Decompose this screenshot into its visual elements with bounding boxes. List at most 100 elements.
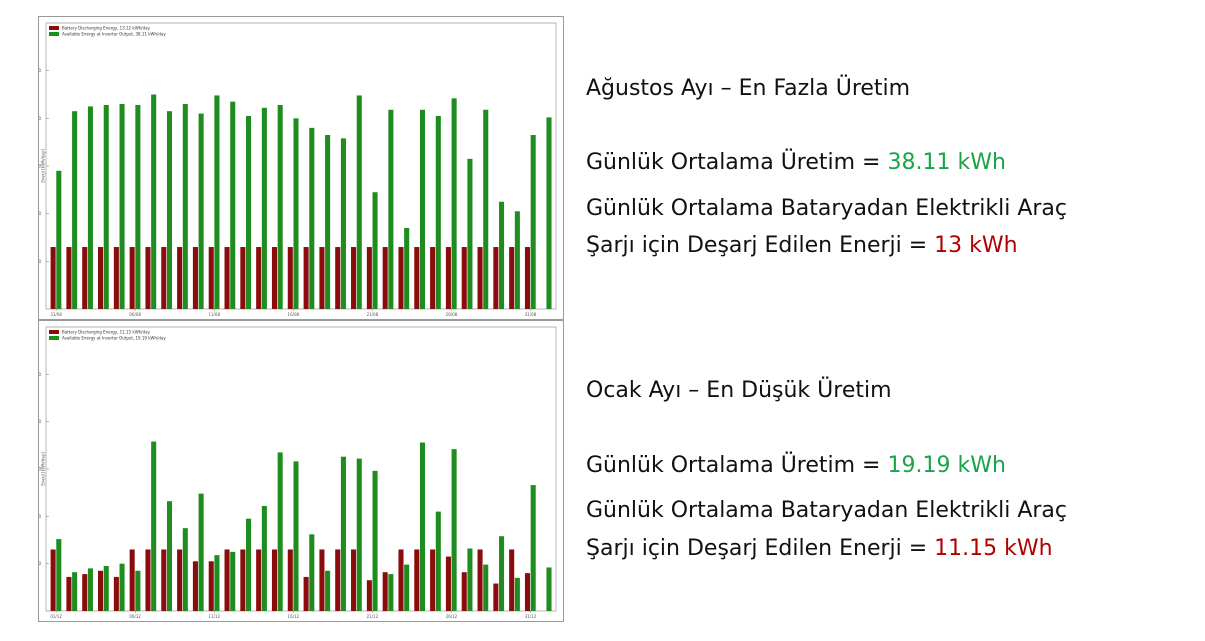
bar-available-energy: [372, 470, 378, 611]
bar-available-energy: [166, 501, 173, 611]
bar-battery-discharge: [493, 247, 499, 309]
bar-battery-discharge: [98, 247, 104, 309]
bar-available-energy: [230, 551, 236, 611]
bar-battery-discharge: [351, 247, 357, 309]
bar-battery-discharge: [477, 549, 483, 611]
bar-available-energy: [87, 106, 93, 310]
y-axis-label: Enerji [kWh/day]: [41, 149, 46, 183]
bar-available-energy: [182, 528, 188, 611]
x-tick-label: 06/08: [129, 312, 141, 317]
y-tick-label: 40: [39, 419, 41, 424]
bar-available-energy: [514, 211, 520, 309]
bar-available-energy: [72, 572, 78, 611]
discharge-value: 13 kWh: [934, 233, 1018, 258]
bar-battery-discharge: [177, 247, 183, 309]
august-discharge-line1: Günlük Ortalama Bataryadan Elektrikli Ar…: [586, 196, 1068, 221]
bar-available-energy: [530, 135, 536, 309]
bar-available-energy: [530, 485, 536, 611]
bar-available-energy: [151, 94, 157, 309]
bar-available-energy: [451, 98, 457, 310]
bar-available-energy: [435, 511, 441, 611]
bar-available-energy: [230, 101, 236, 310]
bar-battery-discharge: [271, 549, 278, 611]
bar-battery-discharge: [161, 247, 167, 309]
x-tick-label: 16/12: [288, 614, 300, 619]
bar-available-energy: [103, 104, 109, 309]
bar-battery-discharge: [66, 247, 72, 309]
bar-available-energy: [483, 564, 489, 611]
january-avg-production: Günlük Ortalama Üretim = 19.19 kWh: [586, 455, 1006, 477]
bar-battery-discharge: [461, 247, 467, 309]
y-tick-label: 30: [39, 467, 41, 472]
x-tick-label: 31/08: [50, 312, 62, 317]
bar-battery-discharge: [82, 247, 88, 309]
bar-battery-discharge: [129, 549, 135, 611]
bar-available-energy: [546, 567, 552, 611]
bar-available-energy: [277, 104, 283, 309]
bar-available-energy: [356, 458, 362, 611]
bar-battery-discharge: [430, 247, 436, 309]
bar-battery-discharge: [224, 247, 230, 309]
bar-battery-discharge: [256, 247, 262, 309]
x-tick-label: 11/08: [208, 312, 220, 317]
avg-production-label: Günlük Ortalama Üretim =: [586, 453, 888, 478]
bar-available-energy: [499, 201, 505, 309]
bar-battery-discharge: [319, 247, 325, 309]
bar-available-energy: [261, 505, 267, 611]
bar-battery-discharge: [240, 247, 246, 309]
bar-battery-discharge: [524, 247, 531, 309]
bar-battery-discharge: [50, 549, 56, 611]
bar-available-energy: [261, 107, 267, 309]
bar-available-energy: [277, 452, 283, 611]
august-chart: Enerji [kWh/day] 10 20 30 40 50 31/08 06/08 11/0…: [38, 16, 564, 320]
bar-available-energy: [246, 115, 252, 309]
bar-battery-discharge: [192, 247, 198, 309]
bar-battery-discharge: [351, 549, 357, 611]
bar-battery-discharge: [113, 576, 119, 611]
bar-battery-discharge: [524, 573, 531, 611]
bar-battery-discharge: [82, 574, 88, 611]
discharge-value: 11.15 kWh: [934, 536, 1053, 561]
x-tick-label: 31/12: [525, 614, 537, 619]
bar-available-energy: [198, 113, 204, 309]
bar-battery-discharge: [319, 549, 325, 611]
legend-label: Battery Discharging Energy, 13.12 kWh/da…: [62, 26, 151, 31]
bar-battery-discharge: [382, 572, 388, 611]
bar-battery-discharge: [303, 576, 309, 611]
bar-battery-discharge: [398, 247, 404, 309]
bar-battery-discharge: [493, 583, 499, 611]
bar-battery-discharge: [287, 549, 293, 611]
bar-available-energy: [435, 115, 441, 309]
bar-available-energy: [388, 109, 394, 310]
bar-battery-discharge: [430, 549, 436, 611]
bar-available-energy: [135, 570, 141, 611]
y-tick-label: 40: [39, 116, 41, 121]
bar-battery-discharge: [366, 580, 372, 611]
legend-label: Available Energy at Inverter Output, 38.…: [62, 32, 166, 37]
avg-production-value: 19.19 kWh: [887, 453, 1006, 478]
avg-production-value: 38.11 kWh: [887, 150, 1006, 175]
bar-battery-discharge: [271, 247, 278, 309]
bar-available-energy: [451, 449, 457, 611]
bar-available-energy: [103, 566, 109, 611]
bar-available-energy: [119, 104, 125, 310]
bar-battery-discharge: [224, 549, 230, 611]
bar-battery-discharge: [145, 549, 151, 611]
bar-battery-discharge: [256, 549, 262, 611]
bar-available-energy: [419, 109, 426, 310]
january-chart-svg: Enerji [kWh/day] 10 20 30 40 50 01/12 06/12 11/1…: [39, 326, 557, 619]
bar-available-energy: [198, 493, 204, 611]
y-axis-label: Enerji [kWh/day]: [41, 452, 46, 486]
avg-production-label: Günlük Ortalama Üretim =: [586, 150, 888, 175]
bar-available-energy: [214, 95, 220, 309]
bar-battery-discharge: [461, 572, 467, 611]
bar-available-energy: [372, 192, 378, 309]
legend-label: Available Energy at Inverter Output, 19.…: [62, 336, 166, 341]
bar-available-energy: [56, 539, 62, 611]
bar-available-energy: [151, 441, 157, 611]
bar-available-energy: [404, 564, 410, 611]
bar-available-energy: [246, 518, 252, 611]
bar-battery-discharge: [366, 247, 372, 309]
bar-battery-discharge: [208, 561, 214, 611]
bar-available-energy: [293, 461, 299, 611]
